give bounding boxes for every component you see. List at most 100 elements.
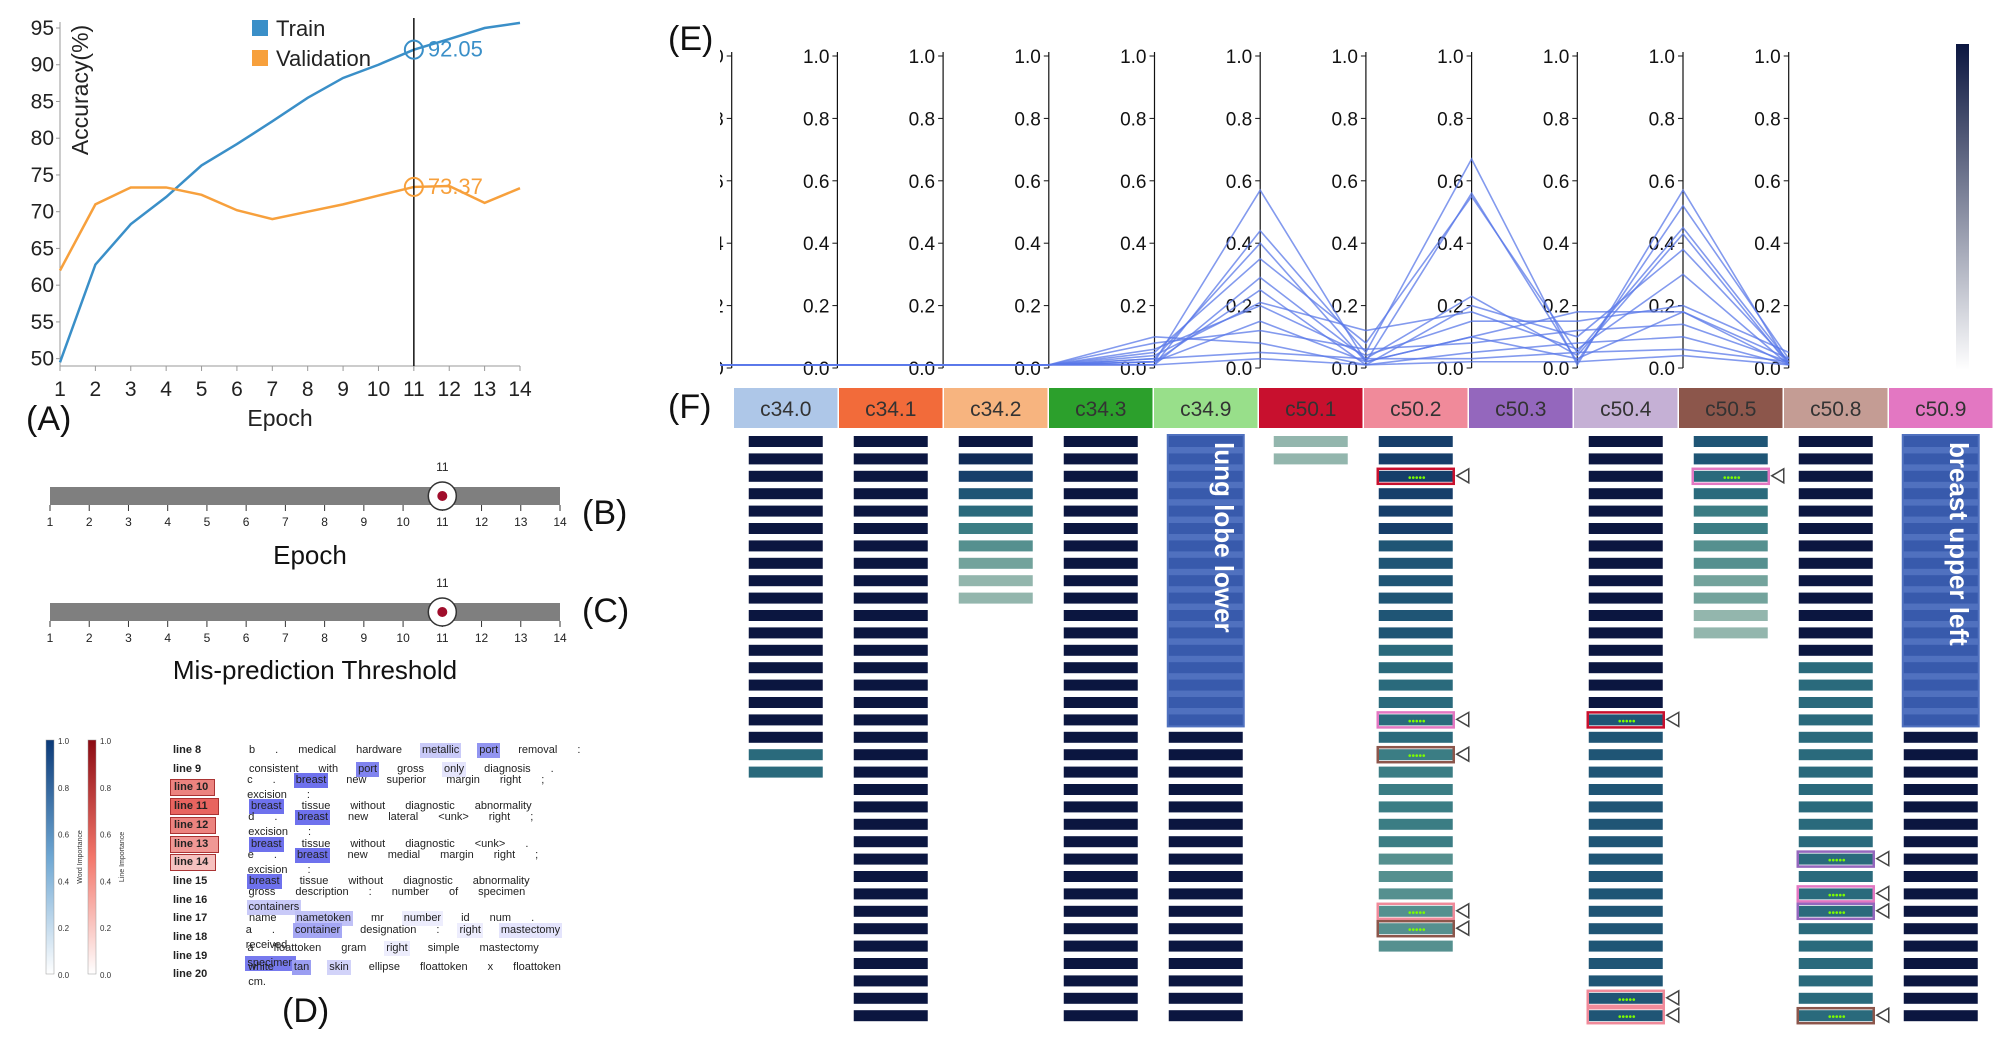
pc-polyline: [720, 188, 1790, 366]
instance-bar: [1063, 540, 1138, 552]
instance-bar: [1063, 888, 1138, 900]
pc-tick-label: 0.2: [803, 297, 829, 318]
slider-tick-label: 6: [243, 515, 250, 529]
line-label[interactable]: line 18: [173, 931, 208, 943]
misprediction-box: [1796, 885, 1875, 903]
instance-bar: [1798, 801, 1873, 813]
line-label[interactable]: line 11: [170, 798, 219, 816]
instance-bar: [958, 505, 1033, 517]
instance-bar: [1903, 766, 1978, 778]
misprediction-dots: •••••: [1828, 1012, 1846, 1023]
misprediction-dots: •••••: [1408, 925, 1426, 936]
class-header-c34.3: [1049, 388, 1153, 428]
word-token: <unk>: [474, 837, 506, 850]
instance-bar: [1693, 557, 1768, 569]
line-label[interactable]: line 17: [173, 912, 208, 925]
line-label[interactable]: line 10: [170, 779, 216, 797]
slider-tick-label: 9: [361, 515, 368, 529]
instance-bar: [1063, 853, 1138, 865]
word-token: excision: [247, 863, 288, 876]
instance-bar: [958, 453, 1033, 465]
word-token: :: [577, 744, 581, 756]
pc-tick-label: 0.8: [1120, 109, 1146, 130]
instance-bar: [1903, 836, 1978, 848]
word-token: port: [356, 761, 380, 777]
y-tick-label: 55: [31, 311, 54, 334]
word-token: id: [461, 912, 470, 925]
word-token: breast: [249, 836, 284, 852]
slider-value-label: 11: [436, 576, 449, 590]
word-token: tissue: [299, 874, 329, 887]
word-colorbar-tick: 1.0: [58, 737, 70, 746]
word-token: diagnostic: [405, 837, 455, 850]
instance-bar: [1588, 488, 1663, 500]
class-header-label: c50.3: [1495, 398, 1546, 421]
instance-bar: [748, 470, 823, 482]
word-token: skin: [327, 959, 351, 975]
class-header-c50.8: [1784, 388, 1888, 428]
word-token: num: [489, 912, 512, 925]
highlight-box: [1901, 434, 1980, 728]
slider-handle-dot: [437, 491, 448, 501]
pc-tick-label: 1.0: [1754, 47, 1780, 68]
word-token: right: [457, 922, 483, 938]
instance-bar: [853, 853, 928, 865]
word-token: mastectomy: [479, 942, 539, 955]
instance-bar: [853, 1010, 928, 1022]
misprediction-arrow: [1770, 467, 1785, 485]
pc-polyline: [720, 311, 1790, 366]
instance-bar: [1798, 731, 1873, 743]
instance-bar: [853, 731, 928, 743]
line-label[interactable]: line 15: [173, 874, 208, 887]
line-label[interactable]: line 20: [173, 968, 208, 981]
pc-tick-label: 0.0: [909, 359, 935, 380]
x-tick-label: 3: [125, 378, 137, 401]
misprediction-arrow: [1455, 902, 1470, 920]
class-header-label: c50.1: [1285, 398, 1336, 421]
instance-bar: [1378, 505, 1453, 517]
instance-bar: [1588, 905, 1663, 917]
document-line: line 17 name nametoken mr number id num.: [170, 910, 552, 927]
pc-tick-label: 0.2: [720, 297, 724, 318]
line-label[interactable]: line 13: [170, 835, 219, 853]
word-token: specimen: [245, 956, 297, 972]
line-tokens: gross description: number of specimen contain…: [246, 885, 610, 916]
line-label[interactable]: line 9: [173, 762, 202, 775]
line-label[interactable]: line 16: [173, 893, 208, 906]
word-token: metallic: [419, 743, 462, 758]
series-line-validation: [58, 184, 521, 272]
instance-bar: [748, 523, 823, 534]
y-tick-label: 65: [31, 237, 54, 260]
line-tokens: d. breast new lateral <unk> right ; excision:: [246, 810, 610, 840]
line-label[interactable]: line 19: [173, 949, 208, 962]
instance-bar: [1378, 836, 1453, 848]
line-label[interactable]: line 8: [173, 744, 202, 756]
y-tick-label: 85: [31, 90, 54, 113]
word-token: gross: [397, 762, 424, 775]
instance-bar: [1063, 610, 1138, 621]
instance-bar: [1798, 627, 1873, 639]
instance-bar: [1798, 992, 1873, 1004]
y-tick-label: 60: [31, 274, 54, 297]
slider-tick-label: 12: [475, 631, 489, 645]
line-label[interactable]: line 12: [170, 816, 217, 834]
line-label[interactable]: line 14: [170, 854, 216, 872]
slider-tick-label: 4: [164, 515, 171, 529]
word-token: .: [550, 762, 554, 775]
instance-bar: [1798, 1010, 1873, 1022]
pc-tick-label: 0.8: [1543, 109, 1569, 130]
instance-bar: [748, 557, 823, 569]
pc-tick-label: 1.0: [1543, 47, 1569, 68]
class-header-c50.5: [1679, 388, 1783, 428]
instance-bar: [1063, 731, 1138, 743]
document-line: line 9 consistent with port gross only diagnos…: [170, 761, 572, 778]
class-header-c34.9: [1154, 388, 1258, 428]
instance-bar: [1588, 731, 1663, 743]
misprediction-dots: •••••: [1828, 908, 1846, 919]
instance-bar: [1588, 540, 1663, 552]
instance-bar: [1168, 1010, 1243, 1022]
pc-tick-label: 0.2: [909, 297, 935, 318]
